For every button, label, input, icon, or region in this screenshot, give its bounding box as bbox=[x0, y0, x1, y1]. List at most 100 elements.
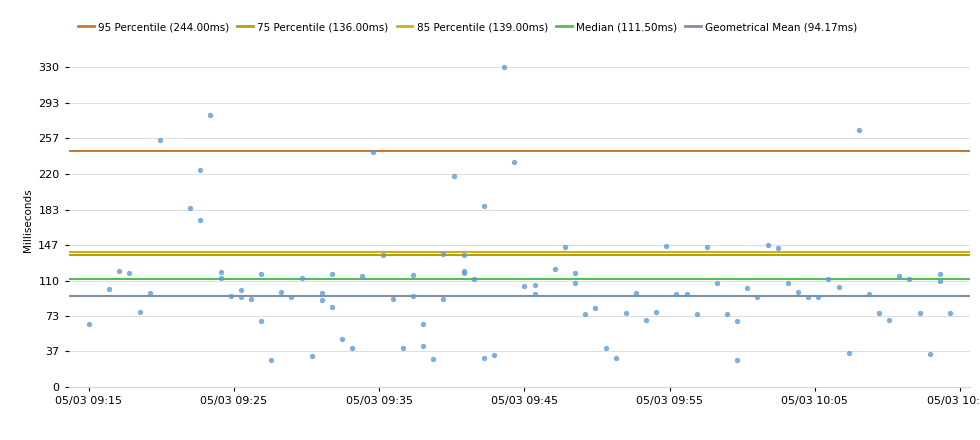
Point bbox=[618, 309, 634, 316]
Point bbox=[324, 270, 340, 277]
Point bbox=[456, 269, 471, 276]
Point bbox=[203, 111, 219, 118]
Point bbox=[770, 244, 786, 251]
Point bbox=[588, 304, 604, 311]
Point bbox=[182, 204, 198, 211]
Point bbox=[253, 318, 269, 325]
Point bbox=[699, 243, 714, 250]
Point bbox=[192, 217, 208, 224]
Point bbox=[710, 280, 725, 287]
Point bbox=[902, 275, 917, 282]
Point bbox=[476, 355, 492, 362]
Point bbox=[112, 268, 127, 275]
Point bbox=[152, 136, 168, 143]
Point bbox=[729, 318, 745, 325]
Point bbox=[344, 345, 360, 352]
Point bbox=[425, 356, 441, 363]
Point bbox=[405, 271, 420, 278]
Point bbox=[365, 148, 380, 155]
Point bbox=[273, 289, 289, 296]
Point bbox=[608, 355, 623, 362]
Point bbox=[142, 290, 158, 297]
Point bbox=[374, 252, 390, 259]
Point bbox=[567, 280, 583, 287]
Point bbox=[395, 345, 411, 352]
Point bbox=[871, 309, 887, 316]
Point bbox=[527, 282, 543, 289]
Point bbox=[841, 350, 857, 357]
Point bbox=[719, 310, 735, 317]
Point bbox=[435, 296, 451, 303]
Point bbox=[486, 352, 502, 359]
Point bbox=[567, 269, 583, 276]
Point bbox=[516, 283, 532, 290]
Point bbox=[213, 268, 228, 275]
Point bbox=[780, 279, 796, 286]
Point bbox=[547, 265, 563, 272]
Point bbox=[831, 284, 847, 291]
Point bbox=[385, 296, 401, 303]
Point bbox=[324, 303, 340, 310]
Point bbox=[243, 296, 259, 303]
Point bbox=[304, 353, 319, 360]
Point bbox=[466, 275, 481, 282]
Point bbox=[558, 243, 573, 250]
Point bbox=[314, 297, 329, 304]
Point bbox=[668, 291, 684, 298]
Point bbox=[659, 242, 674, 249]
Point bbox=[233, 293, 249, 301]
Y-axis label: Milliseconds: Milliseconds bbox=[23, 188, 32, 252]
Point bbox=[416, 321, 431, 328]
Point bbox=[729, 356, 745, 363]
Point bbox=[932, 270, 948, 277]
Point bbox=[801, 293, 816, 301]
Point bbox=[679, 291, 695, 298]
Legend: 95 Percentile (244.00ms), 75 Percentile (136.00ms), 85 Percentile (139.00ms), Me: 95 Percentile (244.00ms), 75 Percentile … bbox=[74, 18, 861, 36]
Point bbox=[740, 285, 756, 292]
Point bbox=[446, 172, 462, 180]
Point bbox=[101, 286, 117, 293]
Point bbox=[416, 342, 431, 349]
Point bbox=[851, 127, 866, 134]
Point bbox=[264, 356, 279, 363]
Point bbox=[810, 293, 826, 301]
Point bbox=[922, 351, 938, 358]
Point bbox=[689, 310, 705, 317]
Point bbox=[283, 293, 299, 301]
Point bbox=[760, 241, 775, 248]
Point bbox=[81, 321, 97, 328]
Point bbox=[222, 293, 238, 300]
Point bbox=[911, 309, 927, 316]
Point bbox=[122, 269, 137, 276]
Point bbox=[750, 293, 765, 301]
Point bbox=[598, 345, 613, 352]
Point bbox=[456, 252, 471, 259]
Point bbox=[476, 202, 492, 209]
Point bbox=[233, 287, 249, 294]
Point bbox=[881, 317, 897, 324]
Point bbox=[131, 308, 147, 315]
Point bbox=[192, 167, 208, 174]
Point bbox=[334, 335, 350, 342]
Point bbox=[294, 274, 310, 281]
Point bbox=[507, 159, 522, 166]
Point bbox=[456, 268, 471, 275]
Point bbox=[527, 291, 543, 298]
Point bbox=[892, 272, 907, 279]
Point bbox=[355, 272, 370, 279]
Point bbox=[790, 289, 806, 296]
Point bbox=[496, 64, 512, 71]
Point bbox=[253, 270, 269, 277]
Point bbox=[638, 317, 654, 324]
Point bbox=[435, 251, 451, 258]
Point bbox=[213, 274, 228, 281]
Point bbox=[942, 309, 957, 316]
Point bbox=[405, 293, 420, 300]
Point bbox=[628, 290, 644, 297]
Point bbox=[649, 308, 664, 315]
Point bbox=[577, 310, 593, 317]
Point bbox=[861, 291, 877, 298]
Point bbox=[820, 275, 836, 282]
Point bbox=[932, 277, 948, 284]
Point bbox=[314, 290, 329, 297]
